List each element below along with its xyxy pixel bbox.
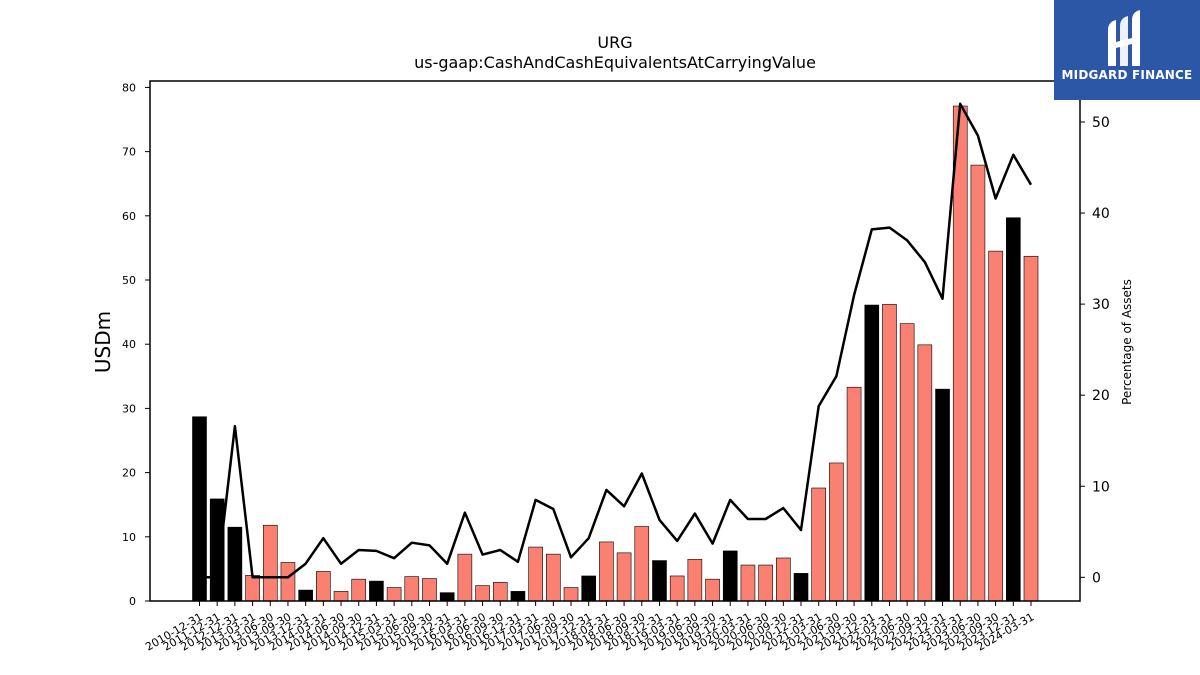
- y2-tick-label: 20: [1092, 388, 1110, 404]
- midgard-logo-icon: [1108, 10, 1140, 66]
- bar-2018-12-31: [652, 560, 667, 602]
- bar-2019-09-30: [705, 578, 720, 602]
- y2-tick-label: 50: [1092, 115, 1110, 131]
- bar-2020-06-30: [758, 564, 773, 602]
- bar-2014-09-30: [351, 578, 367, 602]
- bar-2017-06-30: [546, 553, 561, 602]
- bar-2016-03-31: [457, 553, 473, 602]
- bar-2022-03-31: [882, 304, 897, 602]
- bar-2016-06-30: [475, 585, 490, 602]
- y2-tick-label: 0: [1092, 570, 1101, 586]
- y-tick-label: 10: [122, 531, 136, 544]
- bar-2014-12-31: [369, 580, 384, 602]
- bar-2021-06-30: [829, 462, 844, 602]
- bar-2023-09-30: [988, 250, 1003, 602]
- y-tick-label: 50: [122, 274, 136, 287]
- bar-2020-12-31: [793, 573, 809, 602]
- bar-2011-12-31: [209, 498, 225, 602]
- midgard-finance-logo: MIDGARD FINANCE: [1054, 0, 1200, 100]
- bar-2013-06-30: [262, 524, 278, 602]
- bar-2018-09-30: [634, 526, 650, 602]
- logo-text: MIDGARD FINANCE: [1061, 68, 1193, 82]
- y2-tick-label: 40: [1092, 206, 1110, 222]
- y2-axis-label: Percentage of Assets: [1120, 279, 1134, 405]
- bar-2021-12-31: [864, 304, 880, 602]
- bar-2013-09-30: [280, 562, 296, 602]
- x-axis: 2010-12-312011-12-312012-12-312013-03-31…: [143, 601, 1037, 654]
- line-series: [199, 102, 1033, 579]
- plot-frame: [149, 80, 1081, 602]
- bar-2020-03-31: [740, 564, 756, 602]
- y2-axis: 0 10 20 30 40 50: [1080, 115, 1110, 586]
- bar-2021-09-30: [846, 386, 862, 602]
- y-tick-label: 20: [122, 467, 136, 480]
- bar-2019-06-30: [687, 558, 703, 602]
- bar-2023-12-31: [1006, 217, 1021, 602]
- bar-2017-03-31: [528, 546, 543, 602]
- bar-2022-06-30: [899, 323, 915, 602]
- bar-2021-03-31: [811, 487, 827, 602]
- bar-2018-03-31: [599, 541, 614, 602]
- bar-2016-12-31: [510, 591, 526, 602]
- bar-2018-06-30: [616, 552, 632, 602]
- bar-2024-03-31: [1023, 255, 1039, 602]
- bar-2020-09-30: [776, 557, 791, 602]
- y2-tick-label: 10: [1092, 479, 1110, 495]
- bar-2015-09-30: [422, 578, 437, 602]
- chart-title: URG: [597, 33, 632, 52]
- y-tick-label: 40: [122, 338, 136, 351]
- bar-2013-03-31: [245, 575, 260, 602]
- bar-2022-09-30: [917, 344, 933, 602]
- bar-2014-06-30: [333, 591, 349, 602]
- bar-series: [192, 105, 1039, 602]
- percentage-of-assets-line: [199, 102, 1033, 579]
- y2-tick-label: 30: [1092, 297, 1110, 313]
- y-tick-label: 30: [122, 402, 136, 415]
- bar-2015-03-31: [386, 587, 402, 602]
- bar-2023-03-31: [952, 105, 968, 602]
- bar-2017-09-30: [563, 587, 579, 602]
- y-tick-label: 80: [122, 81, 136, 94]
- bar-2016-09-30: [492, 582, 508, 602]
- bar-2019-03-31: [669, 575, 685, 602]
- bar-2015-06-30: [404, 576, 420, 602]
- chart-subtitle: us-gaap:CashAndCashEquivalentsAtCarrying…: [414, 53, 816, 72]
- bar-2013-12-31: [298, 589, 313, 602]
- bar-2019-12-31: [722, 550, 738, 602]
- bar-2010-12-31: [192, 416, 207, 602]
- bar-2023-06-30: [970, 164, 986, 602]
- bar-2015-12-31: [439, 592, 455, 602]
- y-tick-label: 0: [129, 595, 136, 608]
- bar-2022-12-31: [935, 388, 950, 602]
- bar-2012-12-31: [227, 526, 243, 602]
- y-tick-label: 60: [122, 210, 136, 223]
- bar-2014-03-31: [316, 571, 331, 602]
- bar-2017-12-31: [581, 575, 597, 602]
- y-axis: 0 10 20 30 40 50 60 70 80: [122, 81, 150, 608]
- y-axis-label: USDm: [91, 311, 115, 373]
- y-tick-label: 70: [122, 146, 136, 159]
